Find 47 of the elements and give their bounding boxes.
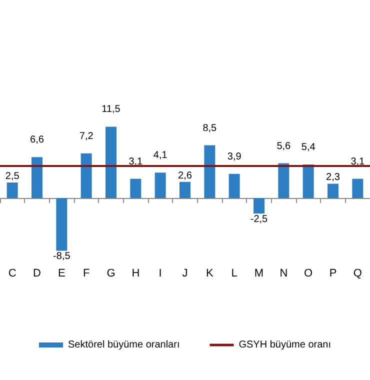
x-tick-label: C <box>8 268 16 280</box>
x-tick-label: Q <box>353 268 362 280</box>
bar <box>180 182 190 198</box>
bar <box>228 174 240 198</box>
x-tick-label: J <box>182 268 188 280</box>
bar <box>6 182 18 198</box>
data-label: 11,5 <box>102 104 121 116</box>
x-tick-label: O <box>304 268 314 280</box>
legend-label: Sektörel büyüme oranları <box>68 340 180 350</box>
data-label: 2,3 <box>326 172 340 184</box>
bar <box>302 164 314 198</box>
data-label: 6,6 <box>30 134 44 146</box>
data-label: 5,6 <box>276 140 292 152</box>
x-tick-label: I <box>158 268 162 280</box>
data-label: 2,5 <box>5 171 20 182</box>
x-tick-label: E <box>58 268 66 280</box>
data-label: -2,5 <box>250 214 268 225</box>
bar <box>32 157 42 198</box>
data-label: 4,1 <box>153 150 168 162</box>
bar <box>204 145 216 198</box>
data-label: 3,1 <box>350 156 366 168</box>
bar <box>130 178 142 198</box>
data-label: 5,4 <box>301 142 316 154</box>
bar <box>106 126 116 198</box>
bar <box>56 198 68 251</box>
data-label: 2,6 <box>178 170 192 182</box>
data-label: 3,1 <box>128 156 144 168</box>
x-tick-label: N <box>280 268 288 280</box>
data-label: 7,2 <box>79 130 94 142</box>
x-tick-label: P <box>329 268 337 280</box>
data-label: 3,9 <box>227 151 242 162</box>
bar <box>80 153 92 198</box>
bar <box>254 198 264 214</box>
x-tick-label: G <box>106 268 116 280</box>
legend-label: GSYH büyüme oranı <box>238 340 331 350</box>
x-tick-label: M <box>254 268 264 280</box>
bar <box>328 184 338 198</box>
bar <box>278 163 290 198</box>
x-tick-label: F <box>82 268 90 280</box>
data-label: -8,5 <box>53 251 71 262</box>
x-tick-label: K <box>206 268 214 280</box>
x-tick-label: L <box>231 268 238 280</box>
x-tick-label: H <box>132 268 140 280</box>
x-tick-label: D <box>33 268 42 280</box>
data-label: 8,5 <box>202 122 218 134</box>
bar <box>352 178 364 198</box>
bar <box>154 172 166 198</box>
